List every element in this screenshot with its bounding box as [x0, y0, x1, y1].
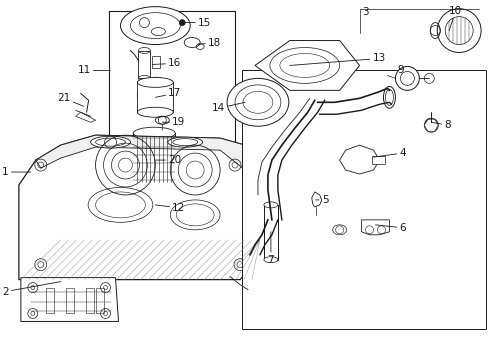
Bar	[66, 288, 74, 314]
Circle shape	[424, 118, 438, 132]
Polygon shape	[424, 119, 438, 131]
Polygon shape	[255, 41, 360, 90]
Text: 12: 12	[155, 203, 186, 213]
Polygon shape	[340, 145, 379, 174]
Polygon shape	[19, 135, 260, 280]
Text: 8: 8	[431, 120, 451, 130]
Text: 10: 10	[449, 6, 462, 31]
Text: 19: 19	[162, 117, 186, 127]
Ellipse shape	[133, 127, 175, 139]
Text: 9: 9	[395, 66, 404, 78]
Circle shape	[179, 20, 185, 26]
Text: 11: 11	[77, 66, 111, 76]
Bar	[137, 82, 173, 112]
Bar	[96, 288, 103, 314]
Text: 6: 6	[375, 223, 406, 233]
Text: 4: 4	[373, 148, 406, 158]
Text: 15: 15	[182, 18, 211, 28]
Ellipse shape	[121, 7, 190, 45]
Ellipse shape	[168, 137, 203, 147]
Polygon shape	[312, 192, 322, 207]
Bar	[242, 71, 486, 329]
Bar	[152, 57, 160, 68]
Text: 20: 20	[155, 155, 181, 165]
Bar	[138, 50, 150, 78]
Text: 7: 7	[268, 232, 274, 265]
Bar	[86, 288, 94, 314]
Ellipse shape	[91, 136, 130, 148]
Text: 16: 16	[152, 58, 182, 68]
Text: 5: 5	[316, 195, 328, 205]
Text: 3: 3	[363, 6, 369, 17]
Polygon shape	[36, 135, 258, 170]
Text: 18: 18	[198, 37, 221, 48]
Ellipse shape	[141, 196, 180, 214]
Ellipse shape	[137, 77, 173, 87]
Bar	[133, 133, 175, 185]
Ellipse shape	[264, 257, 278, 263]
Ellipse shape	[264, 202, 278, 208]
Text: 17: 17	[155, 88, 182, 98]
Bar	[108, 11, 235, 195]
Ellipse shape	[137, 107, 173, 117]
Text: 1: 1	[2, 167, 31, 177]
Ellipse shape	[137, 108, 173, 116]
Circle shape	[395, 67, 419, 90]
Bar	[264, 205, 278, 260]
Ellipse shape	[384, 86, 395, 108]
Ellipse shape	[137, 78, 173, 86]
Polygon shape	[362, 220, 390, 235]
Bar	[46, 288, 54, 314]
Bar	[371, 156, 386, 164]
Text: 13: 13	[290, 54, 386, 66]
Ellipse shape	[227, 78, 289, 126]
Polygon shape	[21, 278, 119, 321]
Text: 21: 21	[57, 93, 84, 106]
Text: 14: 14	[212, 102, 245, 113]
Ellipse shape	[133, 179, 175, 191]
Text: 2: 2	[2, 282, 61, 297]
Circle shape	[437, 9, 481, 53]
Polygon shape	[75, 112, 96, 122]
